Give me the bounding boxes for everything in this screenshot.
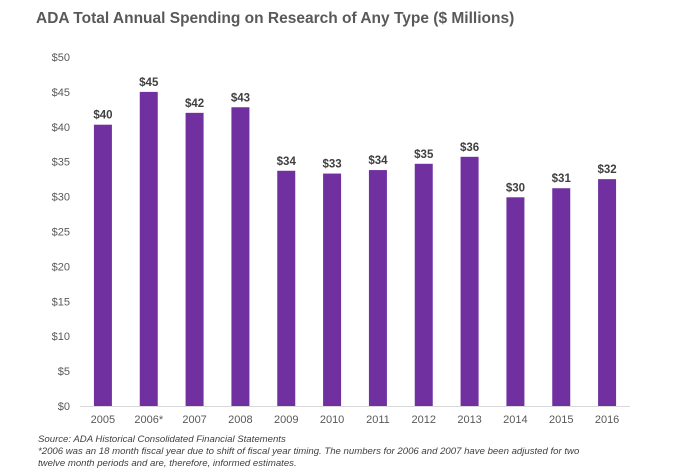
x-tick-label: 2016 — [595, 414, 619, 426]
bar — [231, 107, 250, 407]
y-tick-label: $25 — [52, 227, 70, 239]
x-tick-label: 2014 — [503, 414, 527, 426]
x-tick-label: 2008 — [228, 414, 252, 426]
x-tick-label: 2015 — [549, 414, 573, 426]
y-tick-label: $20 — [52, 261, 70, 273]
data-label: $32 — [597, 164, 616, 176]
data-label: $30 — [506, 182, 525, 194]
data-label: $40 — [93, 110, 112, 122]
x-tick-label: 2010 — [320, 414, 344, 426]
data-label: $31 — [552, 173, 572, 185]
y-tick-label: $10 — [52, 331, 70, 343]
data-label: $42 — [185, 98, 204, 110]
bar — [598, 179, 617, 406]
data-label: $34 — [277, 156, 297, 168]
x-tick-label: 2013 — [457, 414, 481, 426]
fiscal-year-note-line-2: twelve month periods and are, therefore,… — [38, 458, 297, 469]
bar — [414, 163, 433, 406]
x-tick-label: 2005 — [91, 414, 115, 426]
fiscal-year-note-line-1: *2006 was an 18 month fiscal year due to… — [38, 446, 580, 457]
x-tick-label: 2006* — [134, 414, 163, 426]
x-tick-label: 2011 — [366, 414, 390, 426]
data-label: $43 — [231, 92, 250, 104]
y-tick-label: $0 — [58, 401, 70, 413]
bar — [460, 156, 479, 406]
y-tick-label: $45 — [52, 87, 70, 99]
y-tick-label: $40 — [52, 122, 70, 134]
x-tick-label: 2009 — [274, 414, 298, 426]
y-tick-label: $30 — [52, 192, 70, 204]
y-tick-label: $35 — [52, 157, 70, 169]
chart-title: ADA Total Annual Spending on Research of… — [36, 10, 515, 27]
x-tick-label: 2007 — [182, 414, 206, 426]
footnotes: Source: ADA Historical Consolidated Fina… — [38, 434, 579, 470]
bar-chart: $0 $5 $10 $15 $20 $25 $30 $35 $40 $45 $50 $40 2005 $4… — [52, 52, 630, 426]
x-tick-label: 2012 — [412, 414, 436, 426]
y-tick-label: $50 — [52, 52, 70, 64]
bar — [185, 112, 204, 406]
bar — [552, 188, 571, 406]
bar — [277, 170, 296, 406]
data-label: $33 — [322, 159, 341, 171]
bar — [139, 91, 158, 407]
data-label: $45 — [139, 77, 159, 89]
bar — [368, 170, 387, 406]
bar — [93, 124, 112, 407]
data-label: $35 — [414, 149, 434, 161]
source-note: Source: ADA Historical Consolidated Fina… — [38, 434, 286, 445]
bar — [323, 173, 342, 406]
data-label: $34 — [368, 155, 388, 167]
y-tick-label: $5 — [58, 366, 70, 378]
data-label: $36 — [460, 142, 479, 154]
bar — [506, 197, 525, 406]
y-tick-label: $15 — [52, 296, 70, 308]
